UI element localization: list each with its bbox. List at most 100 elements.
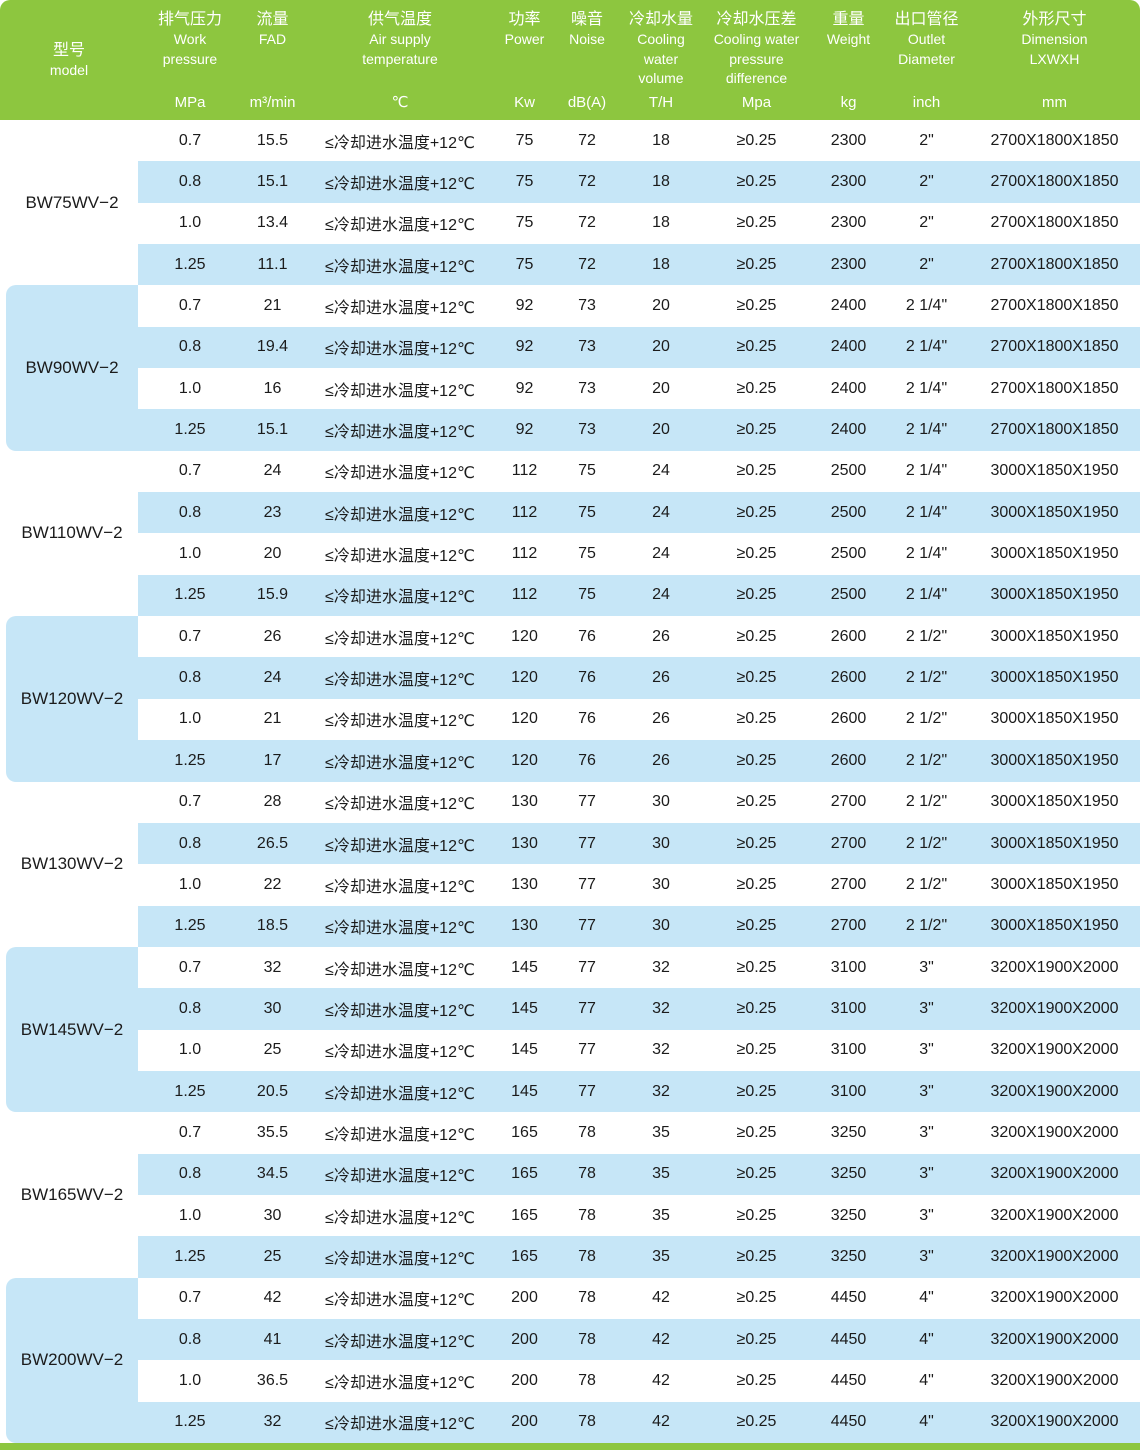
spec-row: 1.0 30 ≤冷却进水温度+12℃ 165 78 35 ≥0.25 3250 3" 3200X1… <box>0 1194 1140 1237</box>
cell-outlet: 2 1/4" <box>884 574 969 617</box>
cell-noise: 77 <box>552 1070 622 1113</box>
spec-row: 1.25 15.9 ≤冷却进水温度+12℃ 112 75 24 ≥0.25 2500 2 1/4… <box>0 574 1140 617</box>
cell-outlet: 2 1/4" <box>884 326 969 369</box>
cell-dimension: 3000X1850X1950 <box>969 740 1140 782</box>
cell-pressure_diff: ≥0.25 <box>700 120 813 162</box>
model-name: BW75WV−2 <box>25 192 119 212</box>
cell-outlet: 4" <box>884 1401 969 1443</box>
cell-dimension: 3000X1850X1950 <box>969 574 1140 617</box>
header-unit: T/H <box>648 93 674 111</box>
header-unit: m³/min <box>249 93 296 111</box>
cell-fad: 35.5 <box>242 1112 303 1154</box>
cell-pressure_diff: ≥0.25 <box>700 1401 813 1443</box>
cell-outlet: 4" <box>884 1318 969 1361</box>
cell-cooling_water: 18 <box>622 202 700 245</box>
cell-temp: ≤冷却进水温度+12℃ <box>303 120 497 162</box>
cell-pressure: 0.7 <box>138 946 242 989</box>
header-label: 重量 <box>832 11 865 28</box>
cell-pressure_diff: ≥0.25 <box>700 1360 813 1402</box>
cell-weight: 2500 <box>813 533 884 575</box>
cell-outlet: 3" <box>884 1236 969 1278</box>
spec-row: BW130WV−2 0.7 28 ≤冷却进水温度+12℃ 130 77 30 ≥0.25 270… <box>0 781 1140 947</box>
cell-outlet: 2 1/2" <box>884 740 969 782</box>
cell-noise: 77 <box>552 988 622 1030</box>
cell-outlet: 2" <box>884 244 969 286</box>
spec-row: 1.0 22 ≤冷却进水温度+12℃ 130 77 30 ≥0.25 2700 2 1/2" 30… <box>0 864 1140 906</box>
model-block: BW75WV−2 <box>6 120 138 285</box>
cell-dimension: 3000X1850X1950 <box>969 698 1140 741</box>
cell-temp: ≤冷却进水温度+12℃ <box>303 822 497 865</box>
cell-weight: 4450 <box>813 1401 884 1443</box>
cell-temp: ≤冷却进水温度+12℃ <box>303 285 497 327</box>
model-block: BW110WV−2 <box>6 451 138 616</box>
cell-pressure: 0.7 <box>138 285 242 327</box>
cell-dimension: 3000X1850X1950 <box>969 822 1140 865</box>
cell-noise: 76 <box>552 698 622 741</box>
cell-cooling_water: 26 <box>622 698 700 741</box>
header-unit: dB(A) <box>567 93 607 111</box>
cell-cooling_water: 35 <box>622 1153 700 1195</box>
cell-power: 120 <box>497 616 552 658</box>
cell-power: 92 <box>497 285 552 327</box>
cell-noise: 73 <box>552 368 622 410</box>
cell-pressure: 1.0 <box>138 698 242 741</box>
cell-fad: 24 <box>242 657 303 699</box>
cell-cooling_water: 26 <box>622 657 700 699</box>
cell-noise: 77 <box>552 781 622 823</box>
cell-fad: 25 <box>242 1236 303 1278</box>
cell-outlet: 3" <box>884 1029 969 1071</box>
cell-noise: 78 <box>552 1277 622 1319</box>
cell-pressure: 0.7 <box>138 616 242 658</box>
spec-row: 0.8 26.5 ≤冷却进水温度+12℃ 130 77 30 ≥0.25 2700 2 1/2"… <box>0 822 1140 865</box>
cell-weight: 2400 <box>813 368 884 410</box>
header-label: 排气压力 <box>157 11 222 28</box>
cell-dimension: 3000X1850X1950 <box>969 905 1140 947</box>
cell-power: 145 <box>497 946 552 989</box>
cell-temp: ≤冷却进水温度+12℃ <box>303 533 497 575</box>
cell-temp: ≤冷却进水温度+12℃ <box>303 946 497 989</box>
cell-power: 120 <box>497 657 552 699</box>
cell-pressure_diff: ≥0.25 <box>700 1112 813 1154</box>
cell-pressure_diff: ≥0.25 <box>700 946 813 989</box>
cell-temp: ≤冷却进水温度+12℃ <box>303 326 497 369</box>
cell-pressure: 0.7 <box>138 120 242 162</box>
cell-cooling_water: 30 <box>622 905 700 947</box>
cell-dimension: 3200X1900X2000 <box>969 946 1140 989</box>
cell-power: 200 <box>497 1401 552 1443</box>
cell-cooling_water: 20 <box>622 368 700 410</box>
cell-cooling_water: 24 <box>622 574 700 617</box>
column-header-pressure_diff: 冷却水压差 Cooling water pressure difference Mpa <box>700 0 813 120</box>
cell-power: 112 <box>497 533 552 575</box>
column-header-noise: 噪音 Noise dB(A) <box>552 0 622 120</box>
cell-cooling_water: 20 <box>622 326 700 369</box>
cell-fad: 15.5 <box>242 120 303 162</box>
cell-pressure_diff: ≥0.25 <box>700 574 813 617</box>
column-header-model: 型号 model <box>0 0 138 120</box>
cell-pressure: 1.25 <box>138 1236 242 1278</box>
cell-pressure_diff: ≥0.25 <box>700 781 813 823</box>
cell-noise: 78 <box>552 1318 622 1361</box>
cell-fad: 22 <box>242 864 303 906</box>
cell-temp: ≤冷却进水温度+12℃ <box>303 574 497 617</box>
cell-temp: ≤冷却进水温度+12℃ <box>303 1360 497 1402</box>
cell-cooling_water: 30 <box>622 864 700 906</box>
cell-pressure: 1.0 <box>138 1194 242 1237</box>
model-cell: BW200WV−2 <box>0 1277 138 1443</box>
spec-row: 0.8 34.5 ≤冷却进水温度+12℃ 165 78 35 ≥0.25 3250 3" 3200… <box>0 1153 1140 1195</box>
cell-dimension: 2700X1800X1850 <box>969 202 1140 245</box>
cell-power: 165 <box>497 1236 552 1278</box>
cell-weight: 2300 <box>813 161 884 203</box>
header-label: 出口管径 <box>894 11 959 28</box>
cell-outlet: 3" <box>884 1112 969 1154</box>
cell-pressure_diff: ≥0.25 <box>700 1194 813 1237</box>
model-block: BW145WV−2 <box>6 946 138 1113</box>
cell-weight: 4450 <box>813 1360 884 1402</box>
cell-pressure: 0.8 <box>138 657 242 699</box>
model-cell: BW145WV−2 <box>0 946 138 1113</box>
cell-temp: ≤冷却进水温度+12℃ <box>303 1070 497 1113</box>
cell-noise: 72 <box>552 120 622 162</box>
cell-temp: ≤冷却进水温度+12℃ <box>303 1153 497 1195</box>
cell-noise: 78 <box>552 1401 622 1443</box>
cell-dimension: 3200X1900X2000 <box>969 1318 1140 1361</box>
cell-outlet: 3" <box>884 1153 969 1195</box>
